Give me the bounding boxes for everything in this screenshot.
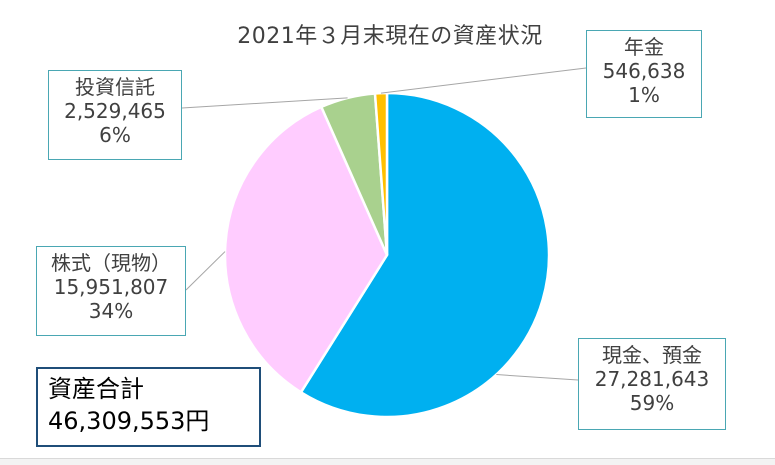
callout-cash-deposits-percent: 59%	[629, 391, 675, 415]
callout-stocks: 株式（現物） 15,951,807 34%	[36, 246, 186, 336]
callout-stocks-value: 15,951,807	[53, 275, 169, 299]
total-assets-box: 資産合計 46,309,553円	[36, 367, 261, 447]
callout-cash-deposits-label: 現金、預金	[602, 343, 702, 367]
callout-pension-label: 年金	[624, 35, 664, 59]
pie-slice-0	[299, 91, 551, 419]
leader-line-0	[496, 374, 579, 381]
leader-line-2	[181, 97, 348, 109]
pie-slice-3	[373, 91, 389, 256]
callout-pension-percent: 1%	[628, 83, 660, 107]
total-assets-label: 資産合計	[48, 375, 144, 403]
chart-title: 2021年３月末現在の資産状況	[237, 24, 543, 49]
callout-investment-trust-value: 2,529,465	[64, 99, 166, 123]
callout-investment-trust-label: 投資信託	[75, 75, 155, 99]
callout-pension-value: 546,638	[602, 59, 686, 83]
callout-pension: 年金 546,638 1%	[586, 30, 702, 118]
callout-cash-deposits-value: 27,281,643	[594, 367, 710, 391]
leader-line-3	[380, 67, 587, 94]
callout-investment-trust: 投資信託 2,529,465 6%	[48, 70, 182, 160]
leader-line-1	[185, 251, 226, 291]
pie-slice-1	[223, 105, 389, 394]
callout-cash-deposits: 現金、預金 27,281,643 59%	[578, 338, 726, 430]
callout-investment-trust-percent: 6%	[99, 123, 131, 147]
bottom-strip	[0, 458, 775, 465]
total-assets-value: 46,309,553円	[48, 407, 210, 435]
callout-stocks-label: 株式（現物）	[51, 251, 171, 275]
callout-stocks-percent: 34%	[88, 299, 134, 323]
